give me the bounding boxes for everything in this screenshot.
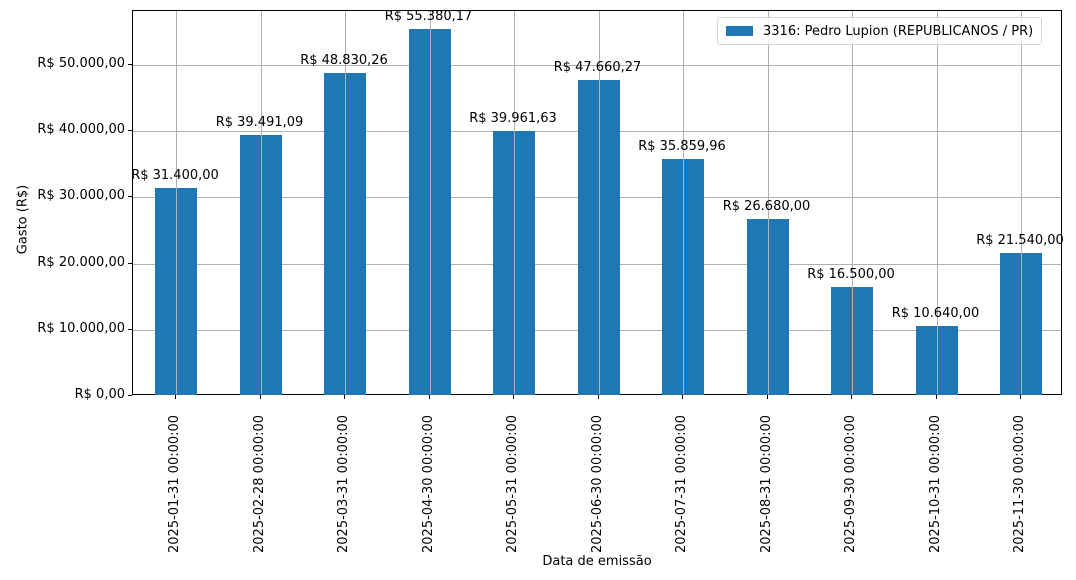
grid-line-horizontal (133, 64, 1061, 66)
x-tick-label: 2025-05-31 00:00:00 (505, 414, 520, 553)
legend-swatch (726, 26, 753, 36)
grid-line-vertical (852, 11, 853, 394)
x-tick-mark (682, 395, 683, 399)
grid-line-vertical (429, 11, 431, 394)
y-tick-label: R$ 20.000,00 (37, 254, 125, 270)
y-tick-mark (128, 328, 132, 330)
y-tick-mark (128, 63, 132, 65)
grid-line-vertical (936, 11, 938, 394)
grid-line-vertical (683, 11, 684, 394)
x-tick-mark (513, 395, 514, 399)
y-tick-label: R$ 10.000,00 (37, 320, 125, 336)
bar-value-label: R$ 16.500,00 (807, 266, 895, 282)
bar-value-label: R$ 39.491,09 (215, 114, 304, 130)
x-tick-label: 2025-03-31 00:00:00 (336, 414, 351, 553)
y-tick-mark (128, 395, 132, 396)
x-tick-label: 2025-01-31 00:00:00 (167, 414, 182, 553)
grid-line-vertical (176, 11, 177, 394)
y-tick-label: R$ 50.000,00 (37, 55, 125, 71)
x-tick-label: 2025-04-30 00:00:00 (420, 414, 436, 553)
bar-value-label: R$ 21.540,00 (976, 233, 1064, 249)
x-tick-label: 2025-08-31 00:00:00 (758, 414, 774, 553)
y-tick-mark (128, 262, 132, 264)
bar-value-label: R$ 31.400,00 (131, 168, 219, 184)
bar-value-label: R$ 10.640,00 (891, 305, 980, 321)
grid-line-vertical (514, 11, 515, 394)
x-axis-label: Data de emissão (542, 554, 652, 569)
legend: 3316: Pedro Lupion (REPUBLICANOS / PR) (717, 17, 1043, 45)
bar-value-label: R$ 48.830,26 (300, 52, 388, 68)
plot-area (132, 10, 1062, 395)
y-tick-mark (128, 196, 132, 198)
bar-value-label: R$ 55.380,17 (384, 9, 473, 25)
x-tick-mark (428, 395, 430, 399)
bar-value-label: R$ 47.660,27 (553, 60, 642, 76)
x-tick-label: 2025-06-30 00:00:00 (589, 414, 605, 553)
x-tick-label: 2025-10-31 00:00:00 (927, 414, 943, 553)
grid-line-vertical (260, 11, 262, 394)
x-tick-mark (1020, 395, 1021, 399)
x-tick-mark (175, 395, 176, 399)
x-tick-label: 2025-09-30 00:00:00 (843, 414, 858, 553)
bar-value-label: R$ 39.961,63 (469, 111, 557, 127)
grid-line-vertical (1021, 11, 1022, 394)
y-tick-mark (128, 130, 132, 132)
bar-value-label: R$ 26.680,00 (722, 199, 811, 215)
bar-value-label: R$ 35.859,96 (638, 138, 726, 154)
x-tick-label: 2025-11-30 00:00:00 (1012, 414, 1027, 553)
x-tick-mark (766, 395, 768, 399)
x-tick-mark (344, 395, 345, 399)
grid-line-vertical (767, 11, 769, 394)
y-tick-label: R$ 0,00 (74, 387, 125, 402)
grid-line-vertical (598, 11, 600, 394)
x-tick-mark (259, 395, 261, 399)
y-tick-label: R$ 40.000,00 (37, 122, 125, 138)
x-tick-mark (851, 395, 852, 399)
x-tick-label: 2025-02-28 00:00:00 (251, 414, 267, 553)
legend-label: 3316: Pedro Lupion (REPUBLICANOS / PR) (763, 23, 1034, 39)
x-tick-mark (597, 395, 599, 399)
grid-line-vertical (345, 11, 346, 394)
x-tick-label: 2025-07-31 00:00:00 (674, 414, 689, 553)
y-tick-label: R$ 30.000,00 (37, 188, 125, 204)
x-tick-mark (935, 395, 937, 399)
